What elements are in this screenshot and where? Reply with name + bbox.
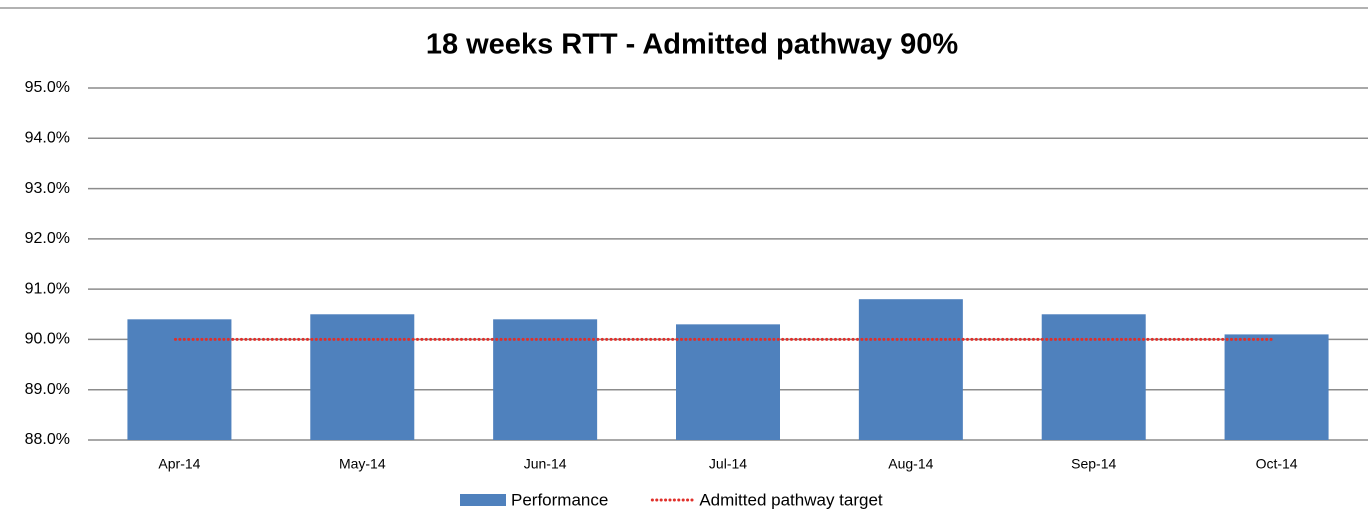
y-tick-label: 90.0% — [25, 331, 70, 348]
legend-label: Performance — [511, 490, 608, 509]
y-tick-label: 94.0% — [25, 130, 70, 147]
bar — [493, 319, 598, 440]
x-tick-label: May-14 — [339, 456, 386, 472]
bar — [858, 299, 963, 440]
x-tick-label: Apr-14 — [158, 456, 200, 472]
y-tick-label: 93.0% — [25, 180, 70, 197]
x-tick-label: Aug-14 — [888, 456, 933, 472]
x-tick-label: Jul-14 — [709, 456, 747, 472]
bar — [127, 319, 232, 440]
legend-swatch — [460, 494, 506, 506]
legend-label: Admitted pathway target — [699, 490, 883, 509]
bar — [1041, 314, 1146, 440]
y-tick-label: 88.0% — [25, 431, 70, 448]
bar — [310, 314, 415, 440]
y-tick-label: 91.0% — [25, 280, 70, 297]
x-tick-label: Oct-14 — [1256, 456, 1298, 472]
x-tick-label: Jun-14 — [524, 456, 567, 472]
chart-title: 18 weeks RTT - Admitted pathway 90% — [426, 29, 959, 61]
x-tick-label: Sep-14 — [1071, 456, 1116, 472]
bar — [1224, 334, 1329, 440]
y-tick-label: 92.0% — [25, 230, 70, 247]
y-tick-label: 95.0% — [25, 79, 70, 96]
y-tick-label: 89.0% — [25, 381, 70, 398]
bar — [676, 324, 780, 440]
